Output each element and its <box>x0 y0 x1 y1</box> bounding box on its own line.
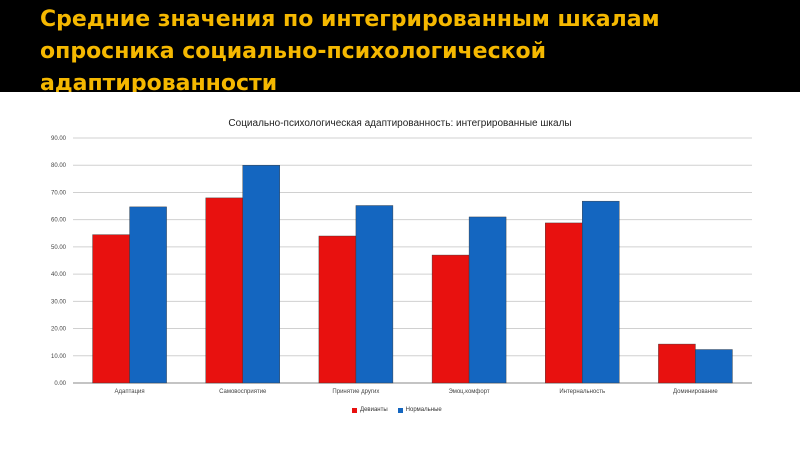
x-category-label: Интернальность <box>559 389 605 395</box>
bar-normal <box>582 200 620 384</box>
x-category-label: Самовосприятие <box>219 389 267 395</box>
grid-lines <box>73 137 752 384</box>
y-tick-label: 90.00 <box>51 136 67 142</box>
y-tick-label: 70.00 <box>51 190 67 196</box>
bar-deviant <box>545 222 583 384</box>
y-tick-label: 50.00 <box>51 245 67 251</box>
legend-item-normal: Нормальные <box>397 407 442 413</box>
x-axis-labels: Адаптация Самовосприятие Принятие других Эм… <box>115 389 719 395</box>
bar-deviant <box>205 197 243 384</box>
x-category-label: Адаптация <box>115 389 145 395</box>
x-category-label: Эмоц.комфорт <box>448 389 489 395</box>
x-category-label: Принятие других <box>332 389 379 395</box>
chart-title: Социально-психологическая адаптированнос… <box>228 118 571 129</box>
y-tick-label: 80.00 <box>51 163 67 169</box>
bar-deviant <box>92 234 130 384</box>
chart-legend: Девианты Нормальные <box>352 407 442 413</box>
bar-normal <box>468 216 507 384</box>
bar-deviant <box>658 343 696 384</box>
y-tick-label: 0.00 <box>54 381 66 387</box>
y-tick-label: 60.00 <box>51 218 67 224</box>
bar-chart: Социально-психологическая адаптированнос… <box>51 118 752 395</box>
bar-deviant <box>318 235 357 384</box>
y-tick-label: 20.00 <box>51 327 67 333</box>
x-category-label: Доминирование <box>673 389 718 395</box>
legend-swatch-deviant <box>352 407 357 413</box>
slide-header: Средние значения по интегрированным шкал… <box>0 0 800 96</box>
slide-title-line-2: опросника социально-психологической адап… <box>40 39 547 96</box>
slide-title-line-1: Средние значения по интегрированным шкал… <box>40 7 660 32</box>
bar-normal <box>242 165 280 384</box>
legend-swatch-normal <box>397 407 403 413</box>
bars <box>92 165 733 384</box>
header-divider <box>0 92 800 96</box>
bar-normal <box>129 206 167 384</box>
bar-normal <box>355 205 394 384</box>
bar-deviant <box>431 254 470 384</box>
slide-title: Средние значения по интегрированным шкал… <box>40 4 780 100</box>
legend-item-deviant: Девианты <box>352 407 388 413</box>
y-tick-label: 30.00 <box>51 299 67 305</box>
bar-normal <box>695 349 733 384</box>
y-tick-label: 40.00 <box>51 272 67 278</box>
y-tick-label: 10.00 <box>51 354 67 360</box>
legend-label-deviant: Девианты <box>360 407 388 413</box>
y-axis-ticks: 0.00 10.00 20.00 30.00 40.00 50.00 60.00 70.00 8… <box>51 136 67 387</box>
legend-label-normal: Нормальные <box>405 407 442 413</box>
chart-area: Социально-психологическая адаптированнос… <box>0 96 800 450</box>
